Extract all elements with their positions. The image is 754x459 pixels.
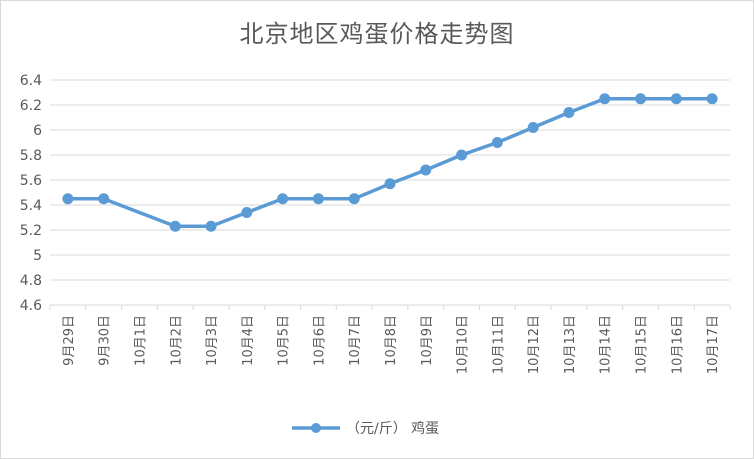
x-tick-label: 10月4日: [241, 315, 256, 366]
x-tick-label: 9月29日: [62, 315, 77, 366]
data-point: [348, 193, 360, 205]
x-tick-label: 10月13日: [563, 315, 578, 374]
x-tick-label: 10月15日: [635, 315, 650, 374]
data-point: [312, 193, 324, 205]
x-tick-label: 10月10日: [456, 315, 471, 374]
legend-label: （元/斤） 鸡蛋: [346, 420, 439, 437]
x-tick-label: 10月9日: [420, 315, 435, 366]
y-tick-label: 4.6: [20, 298, 42, 314]
data-point: [563, 107, 575, 118]
data-point: [241, 207, 253, 218]
x-tick-label: 10月17日: [706, 315, 721, 374]
x-tick-label: 10月11日: [491, 315, 506, 374]
y-tick-label: 5.8: [20, 148, 42, 164]
data-point: [98, 193, 110, 205]
x-tick-label: 10月7日: [348, 315, 363, 366]
series-line: [66, 97, 714, 228]
x-tick-label: 10月1日: [133, 315, 148, 366]
data-point: [599, 93, 611, 105]
legend-marker: [311, 423, 321, 433]
data-point: [706, 93, 718, 105]
y-tick-label: 4.8: [20, 273, 42, 289]
data-point: [456, 149, 468, 161]
data-point: [169, 220, 181, 232]
y-tick-label: 6.2: [20, 98, 42, 114]
data-point: [635, 93, 647, 105]
data-point: [205, 220, 217, 232]
x-tick-label: 10月16日: [670, 315, 685, 374]
chart-title: 北京地区鸡蛋价格走势图: [239, 20, 515, 48]
data-point: [277, 193, 289, 205]
y-tick-label: 6.4: [20, 73, 42, 89]
x-tick-label: 10月6日: [312, 315, 327, 366]
x-tick-label: 9月30日: [98, 315, 113, 366]
x-tick-label: 10月12日: [527, 315, 542, 374]
y-tick-label: 6: [33, 123, 42, 139]
y-tick-label: 5.2: [20, 223, 42, 239]
data-point: [420, 164, 432, 176]
data-point: [527, 122, 539, 133]
data-point: [670, 93, 682, 105]
x-tick-label: 10月3日: [205, 315, 220, 366]
y-tick-label: 5.4: [20, 198, 42, 214]
x-tick-label: 10月14日: [599, 315, 614, 374]
x-tick-label: 10月2日: [169, 315, 184, 366]
x-tick-label: 10月8日: [384, 315, 399, 366]
y-tick-label: 5: [33, 248, 42, 264]
data-point: [62, 193, 74, 205]
x-tick-label: 10月5日: [277, 315, 292, 366]
y-tick-label: 5.6: [20, 173, 42, 189]
data-point: [384, 178, 396, 190]
data-point: [491, 137, 503, 148]
